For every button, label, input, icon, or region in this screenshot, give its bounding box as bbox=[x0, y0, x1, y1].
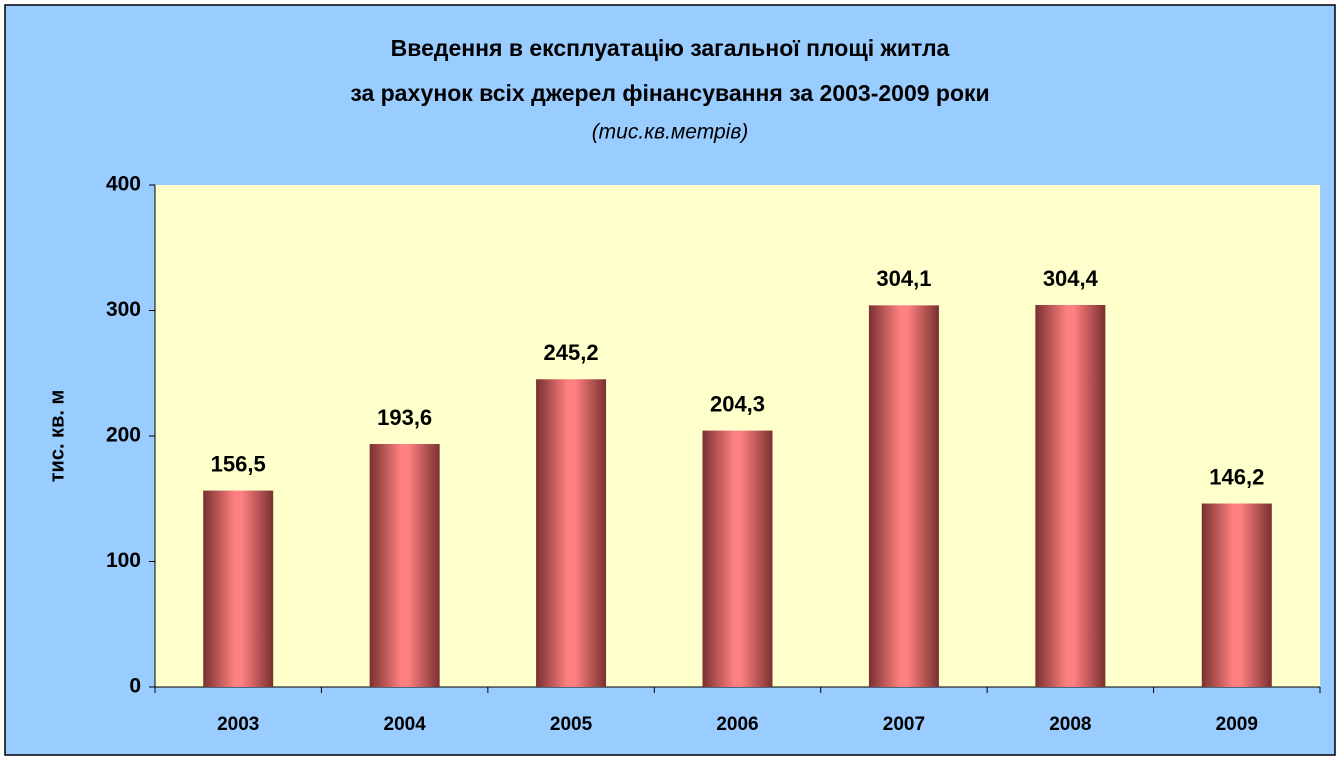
bar bbox=[203, 490, 274, 687]
y-tick-label: 0 bbox=[129, 675, 141, 698]
y-tick-label: 300 bbox=[106, 298, 141, 321]
bar bbox=[369, 444, 440, 687]
data-label: 146,2 bbox=[1209, 464, 1264, 489]
y-axis-label: тис. кв. м bbox=[46, 390, 68, 483]
x-tick-label: 2008 bbox=[1049, 714, 1091, 735]
chart-title: за рахунок всіх джерел фінансування за 2… bbox=[350, 80, 989, 106]
data-label: 304,1 bbox=[876, 266, 931, 291]
bar bbox=[868, 305, 939, 687]
x-tick-label: 2005 bbox=[550, 714, 593, 735]
data-label: 193,6 bbox=[377, 405, 432, 430]
x-tick-label: 2006 bbox=[716, 714, 758, 735]
y-tick-label: 400 bbox=[106, 173, 141, 196]
bar bbox=[1201, 503, 1272, 687]
x-tick-label: 2007 bbox=[883, 714, 925, 735]
y-tick-label: 200 bbox=[106, 424, 141, 447]
bar bbox=[536, 379, 607, 687]
x-tick-label: 2004 bbox=[384, 714, 427, 735]
y-tick-label: 100 bbox=[106, 549, 141, 572]
data-label: 304,4 bbox=[1043, 266, 1099, 291]
x-tick-label: 2003 bbox=[217, 714, 259, 735]
x-tick-label: 2009 bbox=[1216, 714, 1258, 735]
chart-title: Введення в експлуатацію загальної площі … bbox=[391, 35, 950, 61]
data-label: 156,5 bbox=[211, 451, 266, 476]
data-label: 245,2 bbox=[544, 340, 599, 365]
data-label: 204,3 bbox=[710, 391, 765, 416]
bar bbox=[1035, 304, 1106, 687]
chart-subtitle: (тис.кв.метрів) bbox=[592, 121, 749, 144]
bar bbox=[702, 430, 773, 687]
